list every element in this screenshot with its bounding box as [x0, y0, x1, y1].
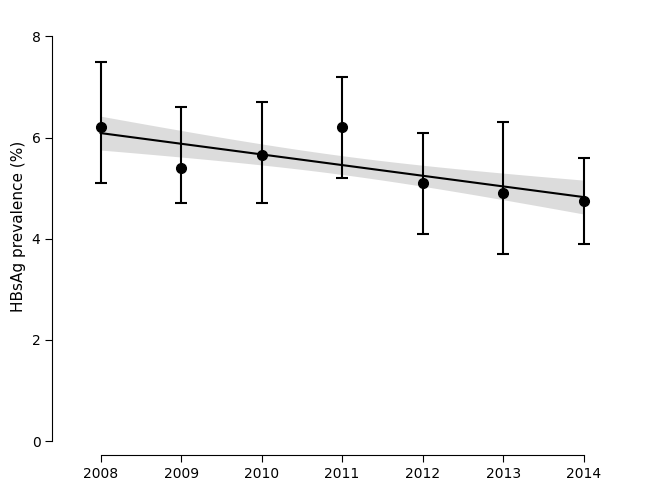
- Y-axis label: HBsAg prevalence (%): HBsAg prevalence (%): [11, 141, 26, 312]
